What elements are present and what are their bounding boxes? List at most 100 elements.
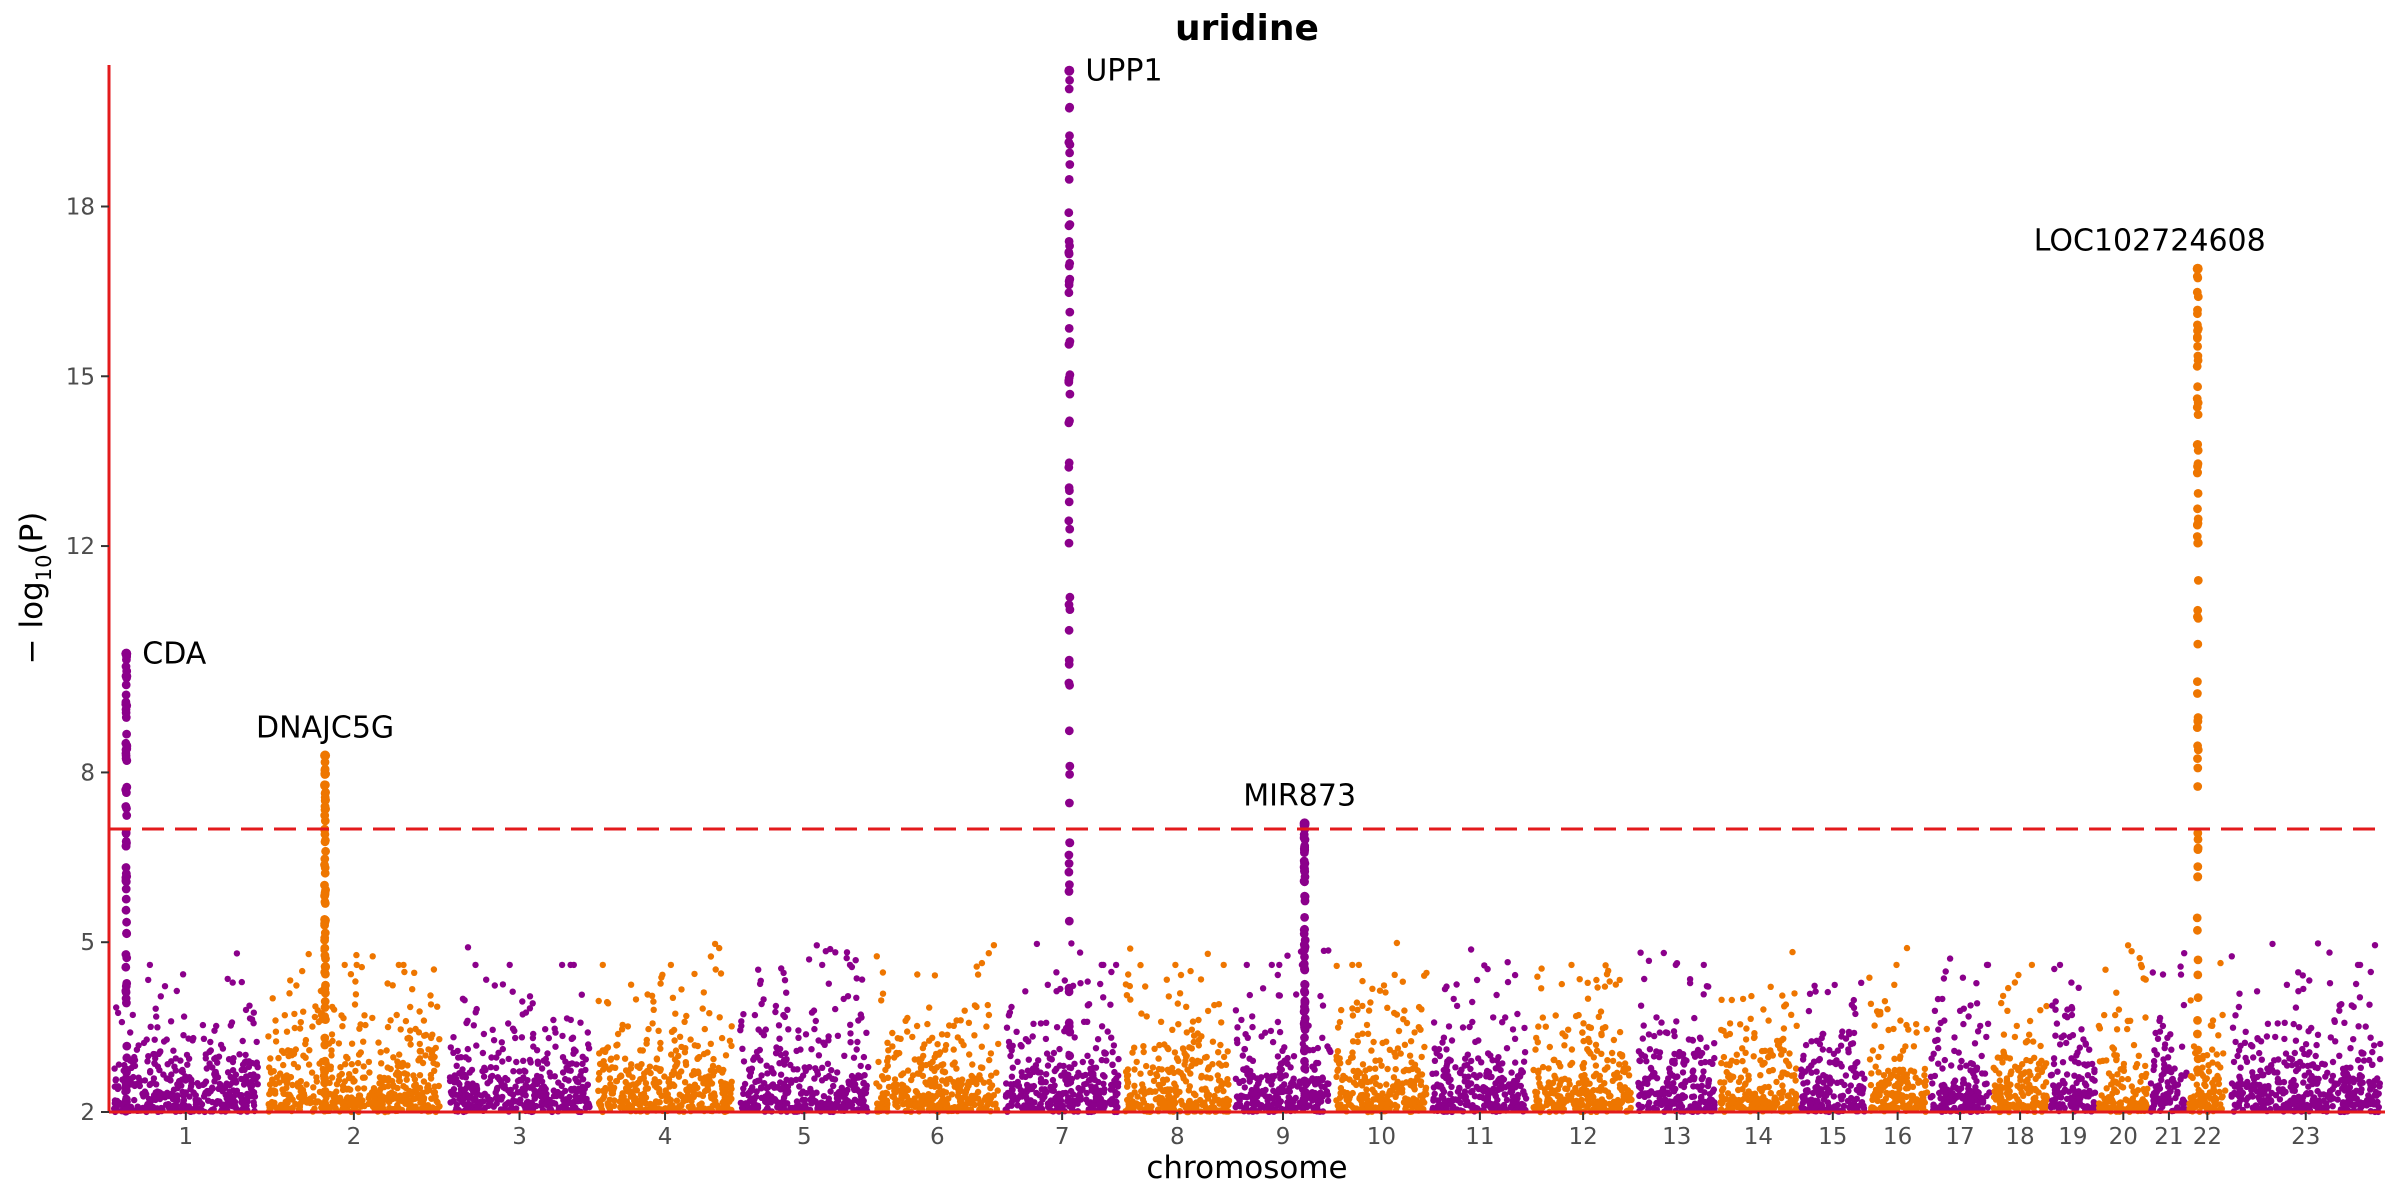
data-point [1669, 1057, 1676, 1065]
data-point [1029, 1065, 1037, 1072]
data-point [1372, 1065, 1379, 1072]
data-point [499, 1045, 506, 1053]
data-point [799, 1096, 806, 1104]
data-point [578, 991, 585, 998]
data-point [135, 1074, 142, 1081]
data-point [931, 1067, 938, 1075]
data-point [1383, 1081, 1390, 1088]
data-point [928, 1103, 936, 1111]
data-point [852, 957, 859, 964]
data-point [479, 1049, 487, 1057]
data-point [1831, 981, 1838, 989]
data-point [772, 1097, 779, 1104]
data-point [291, 1024, 298, 1032]
data-point [360, 1063, 367, 1070]
data-point [370, 1093, 378, 1101]
data-point [355, 1051, 363, 1058]
data-point [1204, 1007, 1212, 1015]
data-point [1880, 1072, 1888, 1079]
data-point [1335, 1060, 1343, 1067]
data-point [351, 1001, 359, 1008]
data-point [648, 992, 656, 999]
data-point [199, 1081, 207, 1089]
data-point [491, 982, 498, 989]
data-point [900, 1101, 907, 1108]
data-point [1601, 1066, 1609, 1073]
data-point [1639, 1035, 1647, 1042]
data-point [894, 1035, 901, 1042]
data-point [1745, 1096, 1752, 1104]
data-point [1503, 1045, 1511, 1052]
data-point [1824, 1099, 1832, 1106]
data-point [1044, 1103, 1052, 1111]
data-point [769, 1081, 777, 1088]
data-point [573, 1061, 580, 1068]
data-point [847, 1030, 854, 1037]
data-point [384, 1083, 392, 1090]
data-point [650, 1079, 657, 1087]
data-point [308, 1099, 315, 1106]
data-point [1176, 990, 1184, 997]
data-point [1352, 1073, 1360, 1080]
data-point [637, 1091, 645, 1099]
data-point [1042, 1078, 1049, 1086]
data-point [619, 1021, 626, 1029]
data-point [1646, 1046, 1654, 1053]
data-point [783, 989, 790, 996]
data-point [758, 1085, 765, 1092]
data-point [909, 1033, 916, 1041]
data-point [1743, 1025, 1750, 1032]
data-point [738, 1104, 746, 1112]
data-point [341, 1103, 348, 1110]
data-point [1691, 1014, 1698, 1022]
data-point [328, 1047, 335, 1054]
data-point [1215, 1049, 1222, 1056]
data-point [395, 961, 402, 969]
data-point [1662, 1029, 1670, 1036]
data-point [1393, 1081, 1401, 1088]
data-point [464, 1045, 471, 1053]
data-point [246, 1002, 253, 1009]
data-point [971, 1092, 979, 1099]
data-point [860, 1053, 868, 1061]
data-point [416, 1072, 424, 1079]
data-point [428, 1050, 436, 1057]
data-point [599, 1095, 607, 1103]
data-point [401, 968, 408, 976]
data-point [1449, 1103, 1457, 1110]
data-point [238, 978, 245, 986]
data-point [348, 1061, 355, 1068]
data-point [393, 1011, 400, 1019]
data-point [1431, 1090, 1438, 1098]
data-point [840, 995, 847, 1003]
data-point [377, 1086, 384, 1093]
data-point [1137, 1070, 1144, 1077]
data-point [1109, 1061, 1116, 1068]
data-point [353, 951, 360, 959]
data-point [822, 1100, 830, 1108]
data-point [402, 1017, 410, 1025]
data-point [1363, 1091, 1371, 1099]
data-point [812, 1017, 819, 1025]
data-point [632, 996, 640, 1003]
data-point [297, 1078, 304, 1085]
data-point [421, 1032, 428, 1039]
data-point [1637, 1084, 1645, 1092]
data-point [904, 1028, 911, 1035]
data-point [1539, 1014, 1547, 1021]
data-point [632, 1086, 639, 1093]
data-point [853, 1086, 861, 1093]
data-point [1355, 961, 1363, 969]
data-point [912, 1088, 920, 1095]
data-point [534, 1058, 541, 1065]
data-point [932, 1079, 939, 1086]
data-point [1593, 1070, 1600, 1078]
data-point [299, 967, 306, 975]
data-point [407, 1027, 414, 1034]
data-point [762, 1026, 769, 1033]
data-point [1100, 961, 1107, 969]
data-point [1326, 1046, 1333, 1053]
data-point [839, 1087, 846, 1094]
data-point [1593, 1047, 1601, 1054]
data-point [889, 1029, 896, 1037]
